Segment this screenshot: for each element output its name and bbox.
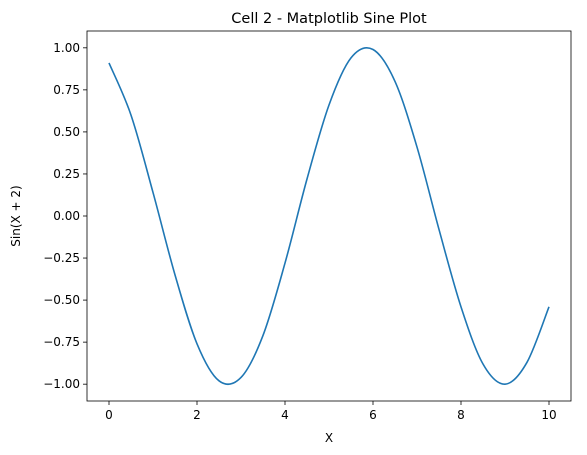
chart-title: Cell 2 - Matplotlib Sine Plot [231, 11, 427, 27]
y-tick-label: −0.75 [43, 335, 80, 349]
y-axis-ticks: 1.00 0.75 0.50 0.25 0.00 −0.25 −0.50 −0.75 −1.00 [43, 41, 87, 391]
y-tick-label: 0.50 [53, 125, 80, 139]
plot-area [108, 47, 550, 386]
y-tick-label: −0.25 [43, 251, 80, 265]
y-tick-label: 1.00 [53, 41, 80, 55]
y-tick-label: 0.75 [53, 83, 80, 97]
x-tick-label: 8 [457, 408, 465, 422]
y-axis-label: Sin(X + 2) [9, 185, 23, 246]
x-tick-label: 0 [105, 408, 113, 422]
y-tick-label: 0.25 [53, 167, 80, 181]
y-tick-label: −1.00 [43, 377, 80, 391]
x-axis-ticks: 0 2 4 6 8 10 [105, 401, 557, 422]
sine-series-line [108, 47, 550, 386]
y-tick-label: −0.50 [43, 293, 80, 307]
x-tick-label: 6 [369, 408, 377, 422]
x-tick-label: 4 [281, 408, 289, 422]
x-axis-label: X [325, 431, 333, 445]
y-tick-label: 0.00 [53, 209, 80, 223]
x-tick-label: 10 [541, 408, 556, 422]
x-tick-label: 2 [193, 408, 201, 422]
